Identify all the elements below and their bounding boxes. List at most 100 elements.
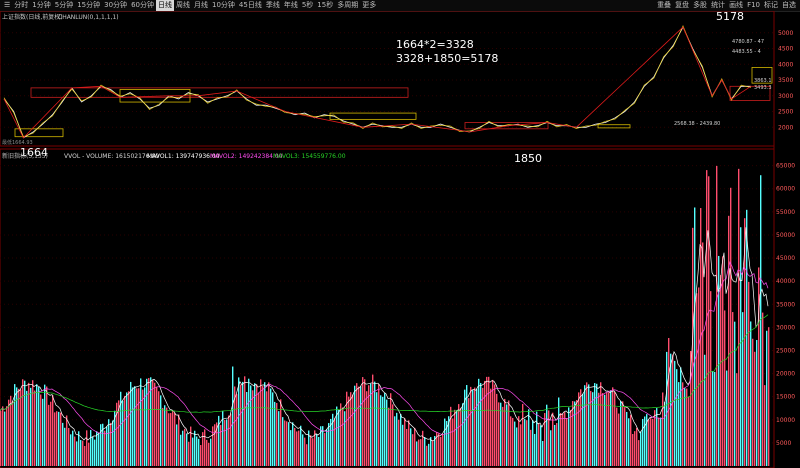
volume-bar-183 — [366, 391, 368, 466]
period-tab-14[interactable]: 15秒 — [317, 1, 334, 9]
volume-bar-135 — [270, 388, 272, 466]
volume-bar-382 — [764, 385, 766, 466]
volume-bar-65 — [130, 381, 132, 466]
volume-bar-203 — [406, 428, 408, 466]
volume-bar-73 — [146, 378, 148, 466]
period-tab-8[interactable]: 月线 — [193, 1, 208, 9]
volume-bar-281 — [562, 413, 564, 466]
label-high-5178: 5178 — [716, 11, 744, 23]
volume-bar-347 — [694, 207, 696, 466]
volume-bar-265 — [530, 429, 532, 466]
volume-bar-278 — [556, 423, 558, 466]
volume-bar-324 — [648, 419, 650, 466]
volume-bar-357 — [714, 371, 716, 466]
period-tab-3[interactable]: 15分钟 — [77, 1, 101, 9]
period-tab-12[interactable]: 年线 — [283, 1, 298, 9]
volume-ma-0 — [0, 227, 769, 442]
volume-bar-218 — [436, 432, 438, 466]
volume-bar-383 — [766, 330, 768, 466]
volume-bar-94 — [188, 441, 190, 466]
volume-tick-1: 60000 — [776, 186, 795, 193]
toolbar-right-item-5[interactable]: F10 — [747, 1, 760, 9]
toolbar-right-item-3[interactable]: 统计 — [711, 1, 726, 9]
toolbar-right-item-6[interactable]: 标记 — [764, 1, 778, 9]
volume-bar-52 — [104, 430, 106, 466]
volume-bar-292 — [584, 385, 586, 466]
period-tab-13[interactable]: 5秒 — [301, 1, 314, 9]
period-tab-6[interactable]: 日线 — [155, 0, 174, 11]
volume-bar-173 — [346, 391, 348, 466]
price-tick-2: 4000 — [778, 61, 793, 68]
volume-bar-289 — [578, 392, 580, 466]
volume-bar-160 — [320, 426, 322, 466]
period-tab-10[interactable]: 45日线 — [238, 1, 262, 9]
toolbar-right-item-2[interactable]: 多股 — [693, 1, 708, 9]
volume-bar-335 — [670, 353, 672, 466]
price-line-overlay — [3, 25, 751, 138]
volume-bar-164 — [328, 423, 330, 466]
volume-bar-31 — [62, 422, 64, 466]
period-tab-15[interactable]: 多周期 — [337, 1, 359, 9]
toolbar-right-item-0[interactable]: 重叠 — [657, 1, 672, 9]
volume-panel-title: 新旧指标(5,135) — [2, 152, 48, 160]
volume-bar-15 — [30, 387, 32, 466]
volume-tick-4: 45000 — [776, 255, 795, 262]
price-tick-1: 4500 — [778, 46, 793, 53]
volume-bar-26 — [52, 395, 54, 466]
volume-bar-344 — [688, 396, 690, 466]
menu-icon[interactable]: ☰ — [4, 1, 11, 9]
volume-bar-153 — [306, 444, 308, 466]
level-label-0: 4780.87 - 47 — [732, 39, 764, 45]
price-tick-6: 2000 — [778, 124, 793, 131]
volume-bar-228 — [456, 410, 458, 466]
volume-bar-217 — [434, 436, 436, 466]
period-tab-7[interactable]: 周线 — [175, 1, 190, 9]
volume-bar-354 — [708, 176, 710, 467]
volume-bar-313 — [626, 411, 628, 466]
volume-bar-319 — [638, 440, 640, 466]
volume-bar-360 — [720, 274, 722, 466]
volume-bar-182 — [364, 379, 366, 466]
volume-bar-110 — [220, 424, 222, 466]
period-tab-5[interactable]: 60分钟 — [131, 1, 154, 9]
volume-bar-107 — [214, 424, 216, 466]
toolbar-right-item-4[interactable]: 画线 — [729, 1, 744, 9]
volume-bar-234 — [468, 398, 470, 466]
volume-bar-248 — [496, 393, 498, 466]
volume-bar-257 — [514, 421, 516, 466]
volume-bar-147 — [294, 427, 296, 466]
volume-bar-241 — [482, 387, 484, 466]
volume-bar-48 — [96, 431, 98, 466]
zhongshu-box-7 — [751, 67, 773, 84]
price-grid — [0, 32, 774, 128]
period-tab-9[interactable]: 10分钟 — [211, 1, 235, 9]
period-tab-16[interactable]: 更多 — [362, 1, 377, 9]
volume-bar-33 — [66, 415, 68, 466]
toolbar-right-item-1[interactable]: 复盘 — [675, 1, 690, 9]
period-tab-4[interactable]: 30分钟 — [104, 1, 128, 9]
volume-bar-177 — [354, 385, 356, 466]
volume-bar-214 — [428, 443, 430, 466]
volume-bar-106 — [212, 426, 214, 466]
volume-bar-375 — [750, 321, 752, 466]
volume-legend-1: MAVOL1: 139747936.00 — [147, 153, 220, 160]
toolbar-right-item-7[interactable]: 自选 — [782, 1, 796, 9]
volume-bar-333 — [666, 351, 668, 466]
volume-bar-367 — [734, 321, 736, 466]
period-tab-0[interactable]: 分时 — [14, 1, 29, 9]
volume-ma-1 — [0, 260, 769, 435]
volume-bar-291 — [582, 393, 584, 466]
period-tab-2[interactable]: 5分钟 — [54, 1, 74, 9]
volume-bar-79 — [158, 391, 160, 466]
volume-bar-358 — [716, 165, 718, 467]
volume-bar-259 — [518, 416, 520, 466]
volume-bar-180 — [360, 386, 362, 466]
period-tab-11[interactable]: 季线 — [265, 1, 280, 9]
volume-bar-95 — [190, 426, 192, 466]
volume-bar-377 — [754, 351, 756, 466]
volume-bar-215 — [430, 437, 432, 466]
zhongshu-box-0 — [30, 87, 409, 98]
volume-bar-6 — [12, 401, 14, 466]
period-tab-1[interactable]: 1分钟 — [32, 1, 51, 9]
volume-bar-40 — [80, 440, 82, 466]
